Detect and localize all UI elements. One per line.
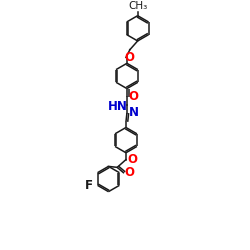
Text: F: F	[85, 179, 93, 192]
Text: O: O	[124, 51, 134, 64]
Text: CH₃: CH₃	[128, 1, 147, 11]
Text: O: O	[128, 153, 138, 166]
Text: HN: HN	[108, 100, 128, 112]
Text: N: N	[129, 106, 139, 120]
Text: O: O	[124, 166, 134, 179]
Text: O: O	[129, 90, 139, 103]
